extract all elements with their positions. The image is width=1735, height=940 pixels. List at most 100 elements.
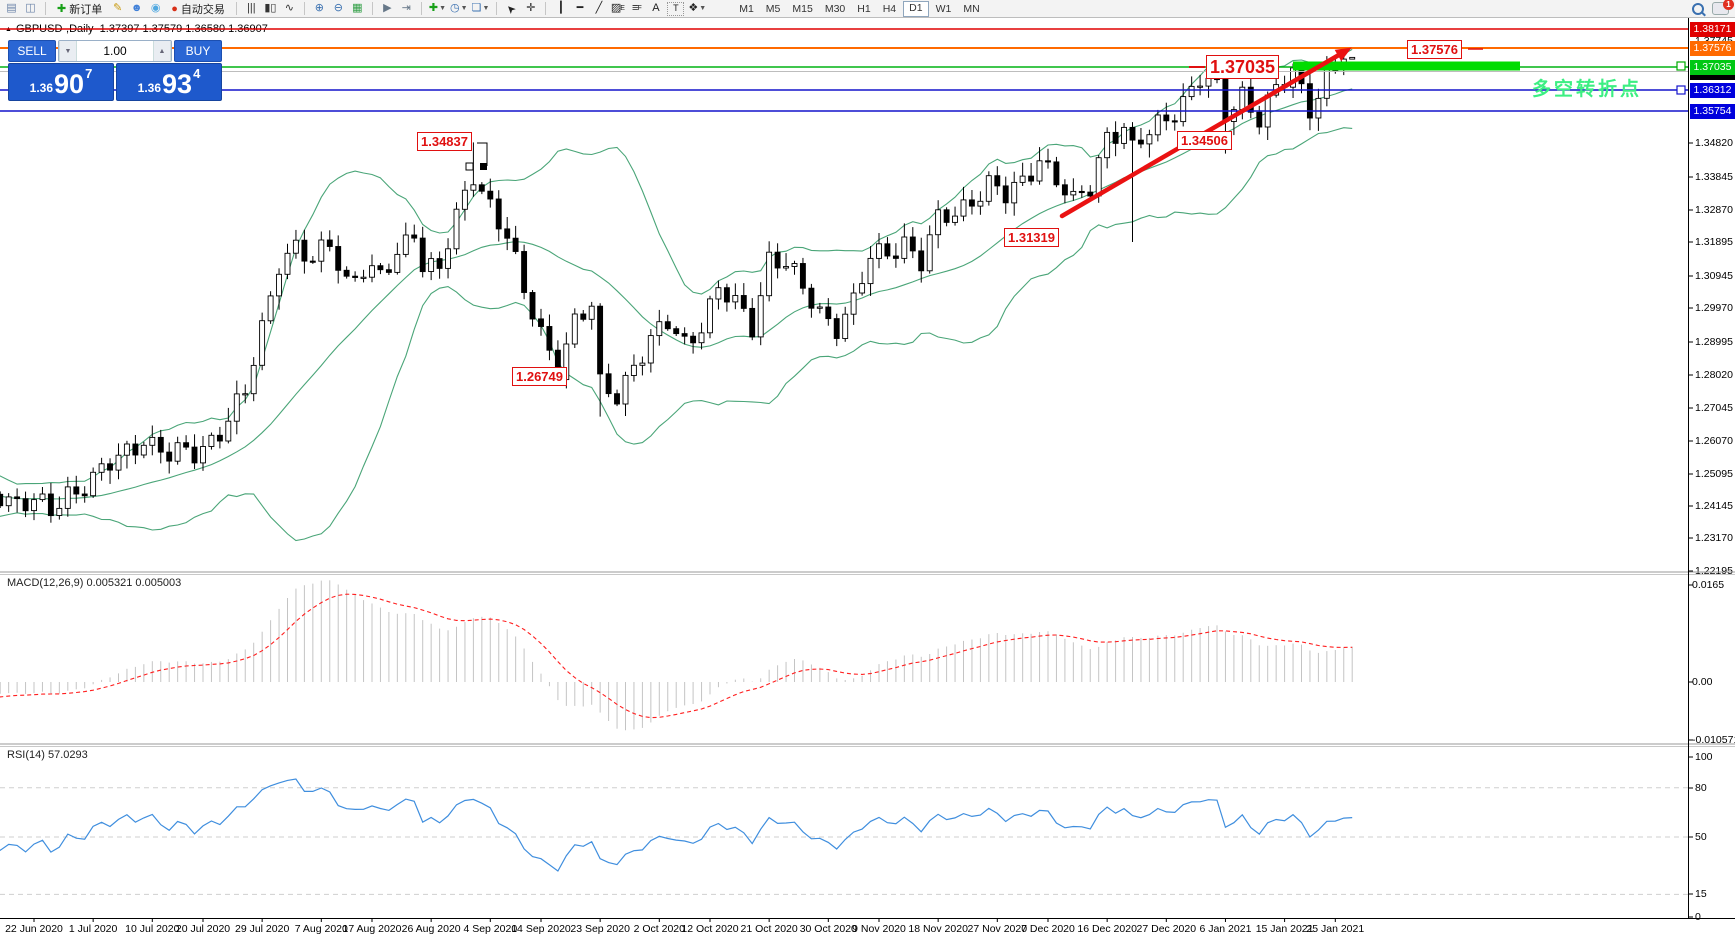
zoom-out-icon[interactable]: ⊖ [331,1,346,16]
autotrade-button-label: 自动交易 [180,3,225,16]
fibonacci-icon[interactable]: ≡ F [629,1,644,16]
signals-icon: ◉ [150,2,161,14]
crosshair-icon[interactable]: ✛ [523,1,538,16]
new-order-button: ✚ [57,3,67,15]
text-icon[interactable]: A [648,1,663,16]
price-line-label: 1.35754 [1690,103,1735,119]
data-window-icon[interactable]: ◫ [23,1,38,16]
price-line-label: 1.37576 [1690,40,1735,56]
search-icon[interactable] [1692,2,1704,15]
brush-icon[interactable]: ✎ [110,1,125,16]
date-axis-label: 15 Jan 2021 [1255,923,1314,935]
periods-icon-caret[interactable]: ▼ [460,5,468,12]
sell-price-main: 90 [54,69,85,99]
price-annotation[interactable]: 1.26749 [512,367,567,386]
volume-stepper[interactable]: ▼ 1.00 ▲ [58,40,172,62]
indicators-icon: ✚ [428,2,439,14]
buy-button[interactable]: BUY [174,40,222,62]
price-axis-tick: 1.30945 [1695,270,1733,282]
date-axis-label: 27 Nov 2020 [967,923,1028,935]
autotrade-button[interactable]: ● 自动交易 [167,1,229,17]
date-axis-label: 16 Dec 2020 [1077,923,1137,935]
timeframe-m5[interactable]: M5 [765,2,781,15]
chat-bubble-icon[interactable]: 1 [1712,0,1734,15]
periods-icon[interactable]: ◷ ▼ [450,1,468,16]
channel-icon[interactable]: ▨ E [610,1,625,16]
macd-axis-tick: 0.0165 [1692,579,1725,591]
price-line-label: 1.37035 [1690,59,1735,75]
vline-icon[interactable]: ┃ [553,1,568,16]
date-axis-label: 6 Jan 2021 [1199,923,1252,935]
timeframe-h1[interactable]: H1 [857,2,871,15]
hline-icon[interactable]: ━ [572,1,587,16]
indicators-icon-caret[interactable]: ▼ [439,5,447,12]
timeframe-d1[interactable]: D1 [903,0,929,17]
cursor-icon[interactable]: ➤ [504,1,519,16]
notification-badge: 1 [1723,0,1734,10]
price-axis-tick: 1.28995 [1695,336,1733,348]
templates-icon[interactable]: ❏ ▼ [472,1,490,16]
price-annotation[interactable]: 1.34837 [417,132,472,151]
macd-axis-tick: 0.00 [1692,676,1713,688]
timeframe-m30[interactable]: M30 [824,2,846,15]
toolbar-separator [545,2,547,15]
label-icon[interactable]: T [667,1,685,16]
periods-icon: ◷ [450,2,460,14]
volume-increase-button[interactable]: ▲ [153,41,171,61]
market-watch-icon[interactable]: ▤ [4,1,19,16]
date-axis-label: 29 Jul 2020 [234,923,290,935]
timeframe-h4[interactable]: H4 [882,2,897,15]
sell-button[interactable]: SELL [8,40,56,62]
cursor-icon: ➤ [504,1,520,17]
chart-area[interactable] [0,18,1735,940]
price-axis-tick: 1.23170 [1695,532,1733,544]
tile-windows-icon[interactable]: ▦ [350,1,365,16]
date-axis-label: 4 Sep 2020 [463,923,518,935]
trendline-icon[interactable]: ╱ [591,1,606,16]
timeframe-m1[interactable]: M1 [739,2,754,15]
date-axis-label: 20 Jul 2020 [175,923,231,935]
timeframe-group: M1 M5 M15 M30 H1 H4 D1 W1 MN [734,0,984,17]
indicators-icon[interactable]: ✚ ▼ [429,1,446,16]
price-annotation[interactable]: 1.37576 [1407,40,1462,59]
date-axis-label: 27 Dec 2020 [1136,923,1197,935]
price-axis-tick: 1.27045 [1695,402,1733,414]
market-watch-icon: ▤ [6,2,17,14]
timeframe-m15[interactable]: M15 [792,2,813,15]
date-axis-label: 12 Oct 2020 [681,923,739,935]
zoom-in-icon[interactable]: ⊕ [312,1,327,16]
bar-chart-icon[interactable]: ||| [244,1,259,16]
toolbar-separator [303,2,305,15]
buy-price-box[interactable]: 1.36 93 4 [116,63,222,101]
sell-price-box[interactable]: 1.36 90 7 [8,63,114,101]
timeframe-w1[interactable]: W1 [935,2,952,15]
toolbar-separator [371,2,373,15]
auto-scroll-icon[interactable]: ▶ [380,1,395,16]
line-chart-icon[interactable]: ∿ [282,1,297,16]
sell-price-pip: 7 [85,66,93,81]
volume-value[interactable]: 1.00 [103,44,127,58]
shapes-icon[interactable]: ❖ ▼ [688,1,706,16]
price-annotation[interactable]: 1.31319 [1004,228,1059,247]
price-annotation[interactable]: 1.34506 [1177,131,1232,150]
candlestick-icon: ▮▯ [264,2,277,14]
date-axis-label: 26 Aug 2020 [401,923,461,935]
channel-icon: ▨ [610,2,622,14]
community-icon[interactable]: ☻ [129,1,144,16]
bar-chart-icon: ||| [247,2,256,14]
date-axis-label: 30 Oct 2020 [799,923,857,935]
chart-text-note[interactable]: 多空转折点 [1532,79,1643,100]
shapes-icon-caret[interactable]: ▼ [699,5,707,12]
timeframe-mn[interactable]: MN [963,2,980,15]
price-axis-tick: 1.28020 [1695,369,1733,381]
volume-decrease-button[interactable]: ▼ [59,41,77,61]
new-order-button[interactable]: ✚ 新订单 [53,1,106,17]
templates-icon-caret[interactable]: ▼ [482,5,490,12]
crosshair-icon: ✛ [526,2,536,14]
price-annotation[interactable]: 1.37035 [1206,55,1280,79]
signals-icon[interactable]: ◉ [148,1,163,16]
chart-shift-icon[interactable]: ⇥ [399,1,414,16]
candlestick-icon[interactable]: ▮▯ [263,1,278,16]
data-window-icon: ◫ [25,2,36,14]
toolbar-separator [45,2,46,15]
